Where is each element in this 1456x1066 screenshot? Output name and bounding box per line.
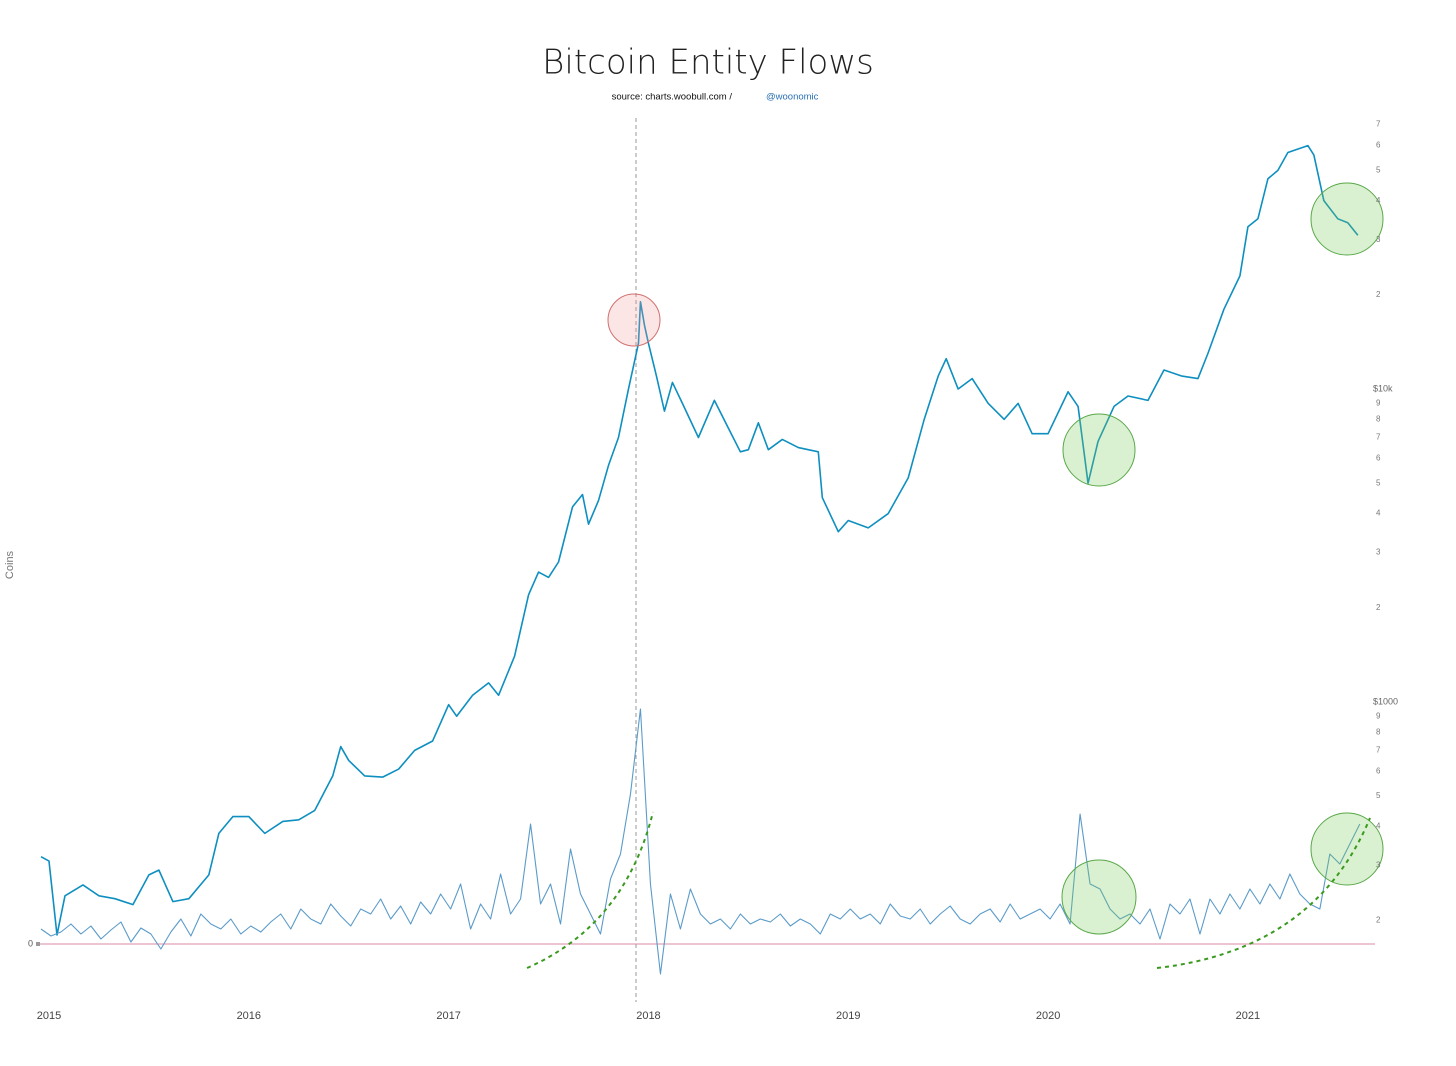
trend-curve — [526, 811, 654, 969]
highlight-circle — [1310, 182, 1384, 256]
x-tick-label: 2020 — [1036, 1010, 1060, 1022]
x-tick-label: 2019 — [836, 1010, 860, 1022]
highlight-circle — [1310, 812, 1384, 886]
y2-tick-label: 7 — [1376, 433, 1381, 442]
y2-tick-label: 6 — [1376, 141, 1381, 150]
chart-title: Bitcoin Entity Flows — [542, 43, 874, 83]
highlight-circle — [1061, 859, 1137, 935]
flow-line — [40, 708, 1361, 975]
highlight-circle — [1062, 413, 1136, 487]
y2-tick-label: 5 — [1376, 478, 1381, 487]
y2-tick-label: 3 — [1376, 861, 1381, 870]
y2-tick-label: 2 — [1376, 916, 1381, 925]
series-layer — [40, 144, 1361, 975]
x-tick-label: 2017 — [436, 1010, 460, 1022]
subtitle-handle[interactable]: @woonomic — [766, 92, 819, 103]
highlight-circle — [607, 293, 661, 347]
y2-tick-label: 7 — [1376, 745, 1381, 754]
y2-tick-label: 3 — [1376, 235, 1381, 244]
x-tick-label: 2018 — [636, 1010, 660, 1022]
y2-tick-label: 5 — [1376, 791, 1381, 800]
y2-tick-label: 9 — [1376, 711, 1381, 720]
plot-layer — [40, 118, 1375, 1002]
y-tick-label: 0 — [28, 938, 33, 948]
y2-tick-label: 8 — [1376, 414, 1381, 423]
chart-subtitle: source: charts.woobull.com / — [612, 92, 733, 103]
y2-tick-label: 6 — [1376, 454, 1381, 463]
y2-tick-label: 2 — [1376, 290, 1381, 299]
y2-tick-label: 8 — [1376, 727, 1381, 736]
y2-tick-label: 7 — [1376, 120, 1381, 129]
y2-tick-label: 5 — [1376, 165, 1381, 174]
annotations — [526, 182, 1384, 969]
x-tick-label: 2021 — [1236, 1010, 1260, 1022]
y2-tick-label: 4 — [1376, 822, 1381, 831]
y2-tick-label: 9 — [1376, 398, 1381, 407]
x-tick-label: 2015 — [37, 1010, 61, 1022]
y2-tick-label: 6 — [1376, 766, 1381, 775]
y2-tick-label: $1000 — [1373, 696, 1398, 706]
y2-tick-label: 4 — [1376, 196, 1381, 205]
x-tick-label: 2016 — [237, 1010, 261, 1022]
y2-tick-label: 3 — [1376, 548, 1381, 557]
y2-tick-label: 2 — [1376, 603, 1381, 612]
y2-tick-label: 4 — [1376, 509, 1381, 518]
y-tick-mark — [36, 942, 40, 946]
y-axis-label: Coins — [4, 550, 16, 579]
price-line — [40, 144, 1359, 936]
y2-tick-label: $10k — [1373, 383, 1393, 393]
